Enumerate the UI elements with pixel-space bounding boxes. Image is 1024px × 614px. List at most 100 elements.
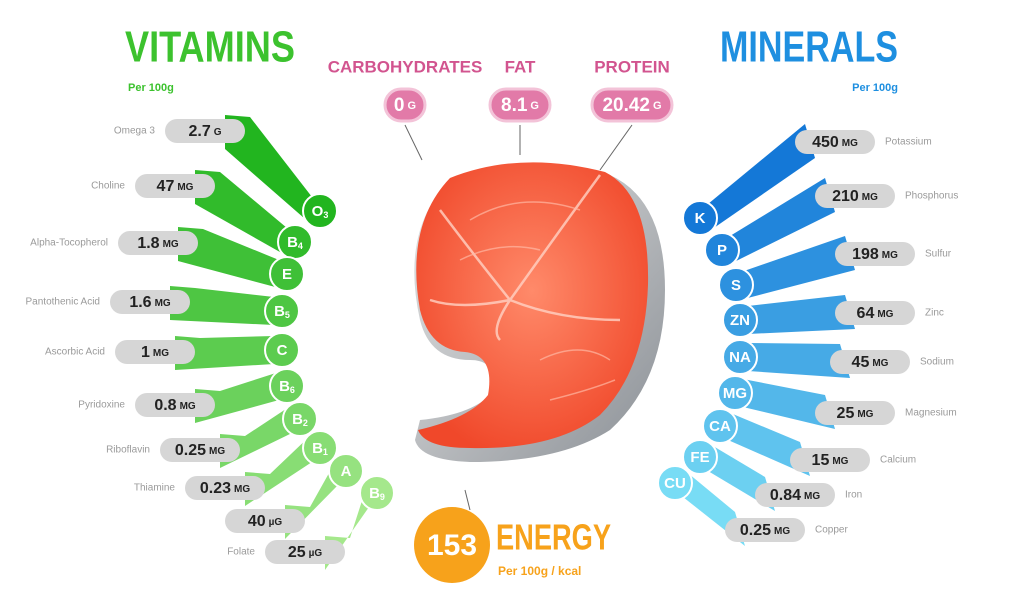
symbol-letter: NA — [729, 349, 751, 366]
symbol-circle — [302, 430, 338, 466]
amount-unit: MG — [180, 401, 196, 412]
symbol-letter: B — [274, 303, 285, 320]
macro-amount: 20.42 G — [602, 95, 661, 116]
amount-pill — [225, 509, 305, 533]
amount-value: 0.8 — [154, 397, 176, 414]
symbol: CU — [664, 475, 686, 492]
symbol: P — [717, 242, 727, 259]
amount-value: 0.25 — [175, 442, 206, 459]
symbol-letter: CA — [709, 418, 731, 435]
amount-value: 2.7 — [188, 123, 210, 140]
amount: 0.25 MG — [740, 522, 790, 539]
amount-pill — [790, 448, 870, 472]
amount-value: 198 — [852, 246, 879, 263]
vitamin-band — [170, 286, 274, 325]
amount-unit: MG — [832, 456, 848, 467]
macro-label: PROTEIN — [594, 57, 670, 76]
symbol-circle — [264, 332, 300, 368]
energy-subtitle: Per 100g / kcal — [498, 564, 581, 578]
symbol-circle — [657, 465, 693, 501]
amount: 45 MG — [852, 354, 889, 371]
mineral-name: Calcium — [880, 455, 916, 466]
amount: 1 MG — [141, 344, 169, 361]
mineral-name: Magnesium — [905, 408, 957, 419]
amount-pill — [725, 518, 805, 542]
vitamins-title: VITAMINS — [125, 23, 295, 72]
symbol-letter: MG — [723, 385, 747, 402]
minerals-title: MINERALS — [720, 23, 898, 72]
amount: 2.7 G — [188, 123, 221, 140]
vitamin-name: Thiamine — [134, 483, 176, 494]
amount: 1.8 MG — [137, 235, 179, 252]
vitamin-name: Folate — [227, 547, 255, 558]
symbol: O3 — [312, 203, 329, 220]
vitamin-name: Pyridoxine — [78, 400, 125, 411]
amount-unit: MG — [857, 409, 873, 420]
mineral-name: Iron — [845, 490, 862, 501]
macro-pill — [488, 87, 552, 123]
amount-pill — [755, 483, 835, 507]
vitamin-name: Pantothenic Acid — [26, 297, 101, 308]
mineral-name: Zinc — [925, 308, 944, 319]
amount-unit: MG — [877, 309, 893, 320]
symbol: S — [731, 277, 741, 294]
symbol-circle — [717, 375, 753, 411]
amount: 64 MG — [857, 305, 894, 322]
energy-label: ENERGY — [496, 517, 611, 558]
vitamin-name: Riboflavin — [106, 445, 150, 456]
symbol-letter: S — [731, 277, 741, 294]
amount-value: 210 — [832, 188, 859, 205]
amount: 210 MG — [832, 188, 878, 205]
amount: 1.6 MG — [129, 294, 171, 311]
symbol-circle — [704, 232, 740, 268]
amount-unit: MG — [209, 446, 225, 457]
symbol-circle — [722, 302, 758, 338]
macro-label: FAT — [505, 57, 536, 76]
symbol: MG — [723, 385, 747, 402]
mineral-name: Copper — [815, 525, 848, 536]
mineral-band — [748, 295, 855, 334]
symbol: B9 — [369, 485, 385, 502]
symbol-letter: C — [277, 342, 288, 359]
mineral-band — [744, 236, 855, 299]
vitamin-name: Alpha-Tocopherol — [30, 238, 108, 249]
macro-value: 0 — [394, 95, 405, 116]
amount-pill — [185, 476, 265, 500]
minerals-subtitle: Per 100g — [852, 82, 898, 94]
symbol-letter: CU — [664, 475, 686, 492]
amount-value: 0.23 — [200, 480, 231, 497]
symbol: K — [695, 210, 706, 227]
symbol: B5 — [274, 303, 290, 320]
amount: 25 µG — [288, 544, 323, 561]
symbol-circle — [269, 256, 305, 292]
symbol-sub: 6 — [290, 385, 295, 395]
symbol-letter: A — [341, 463, 352, 480]
amount: 198 MG — [852, 246, 898, 263]
symbol-circle — [282, 401, 318, 437]
amount-pill — [835, 242, 915, 266]
macro-unit: G — [408, 100, 417, 112]
symbol-circle — [302, 193, 338, 229]
amount-pill — [110, 290, 190, 314]
vitamin-band — [195, 372, 279, 423]
symbol-circle — [682, 200, 718, 236]
amount-pill — [835, 301, 915, 325]
amount-value: 1 — [141, 344, 150, 361]
amount-value: 450 — [812, 134, 839, 151]
symbol-sub: 4 — [298, 241, 303, 251]
mineral-name: Phosphorus — [905, 191, 958, 202]
amount-pill — [135, 393, 215, 417]
symbol-circle — [682, 439, 718, 475]
symbol-letter: ZN — [730, 312, 750, 329]
energy-amount: 153 — [427, 529, 477, 562]
amount: 450 MG — [812, 134, 858, 151]
amount-unit: MG — [163, 239, 179, 250]
amount-value: 15 — [812, 452, 830, 469]
symbol-sub: 1 — [323, 447, 328, 457]
macro-pill — [383, 87, 427, 123]
vitamin-band — [175, 336, 274, 370]
symbol: NA — [729, 349, 751, 366]
macro-unit: G — [530, 100, 539, 112]
mineral-name: Potassium — [885, 137, 932, 148]
